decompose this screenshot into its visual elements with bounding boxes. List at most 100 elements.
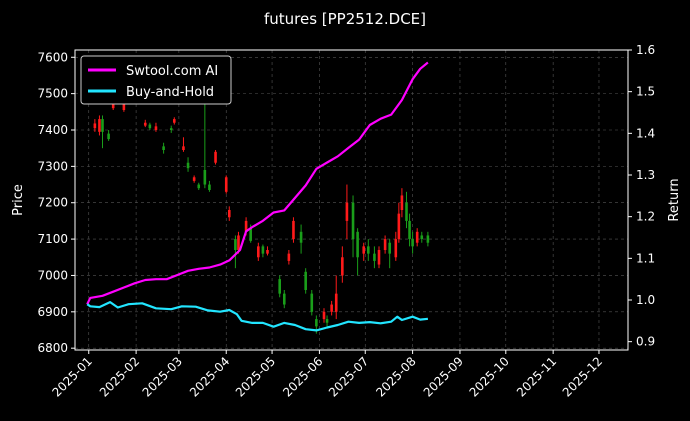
candle <box>408 213 411 247</box>
legend-label-bh: Buy-and-Hold <box>126 85 214 100</box>
y-right-tick-label: 1.6 <box>636 43 655 57</box>
candle-body <box>315 319 318 327</box>
y-right-tick-label: 1.5 <box>636 85 655 99</box>
candle-body <box>192 177 196 181</box>
y-tick-label: 7400 <box>37 123 68 137</box>
candle-body <box>304 271 307 290</box>
candle <box>197 182 201 190</box>
y-right-tick-label: 1.0 <box>636 293 655 307</box>
candle-body <box>405 202 408 221</box>
y-tick-label: 6900 <box>37 305 68 319</box>
candle-body <box>377 250 381 265</box>
candle-body <box>411 239 414 247</box>
series-lines <box>86 61 429 332</box>
candle-body <box>249 228 252 241</box>
candle <box>411 231 414 254</box>
candle <box>203 97 207 189</box>
candle-body <box>261 246 265 254</box>
candle <box>299 224 303 254</box>
candle <box>426 231 430 247</box>
candle <box>234 235 237 269</box>
candle-body <box>162 146 165 150</box>
candle <box>345 184 349 240</box>
candle-body <box>122 100 126 110</box>
candle <box>278 275 282 298</box>
candle <box>400 188 404 218</box>
candle-body <box>278 279 282 294</box>
y-right-tick-label: 1.3 <box>636 168 655 182</box>
candle-body <box>154 126 158 130</box>
candle <box>405 191 408 229</box>
candle <box>383 235 387 254</box>
candle <box>266 246 269 256</box>
legend: Swtool.com AI Buy-and-Hold <box>80 55 232 105</box>
candle <box>356 228 359 276</box>
candle-body <box>266 250 269 254</box>
candle-body <box>208 184 211 190</box>
candle <box>93 119 97 132</box>
candle-body <box>322 311 326 320</box>
candle-body <box>244 220 248 232</box>
candle-body <box>292 220 295 240</box>
candle-body <box>172 119 176 123</box>
candle-body <box>330 304 333 312</box>
candle <box>169 125 173 133</box>
chart-title: futures [PP2512.DCE] <box>264 10 426 28</box>
candle <box>334 275 338 320</box>
candle-body <box>234 239 237 250</box>
candle <box>214 150 217 165</box>
candle <box>330 300 333 316</box>
candle-body <box>237 235 240 250</box>
candle-body <box>224 177 228 192</box>
candle-body <box>186 162 190 169</box>
y-axis-label: Price <box>11 184 26 216</box>
candle-body <box>143 122 147 126</box>
candle-body <box>93 123 97 129</box>
y-right-tick-label: 1.2 <box>636 210 655 224</box>
series-line-bh <box>86 301 429 332</box>
candle <box>397 202 401 243</box>
y-tick-label: 7600 <box>37 50 68 64</box>
candle-body <box>397 213 401 240</box>
candle <box>143 119 147 128</box>
candle <box>107 130 110 141</box>
candle-body <box>257 246 260 258</box>
candle <box>304 268 307 294</box>
candle <box>182 137 185 152</box>
candle <box>98 115 101 136</box>
y-axis-right-label: Return <box>667 178 682 221</box>
candle <box>362 242 366 261</box>
candle-body <box>182 146 185 150</box>
candle-body <box>282 293 286 305</box>
legend-label-ai: Swtool.com AI <box>126 64 218 79</box>
candle-body <box>101 119 104 132</box>
candle-body <box>203 170 207 185</box>
candle <box>377 246 381 269</box>
legend-box <box>80 55 232 105</box>
candle <box>341 246 344 283</box>
candle-body <box>341 257 344 276</box>
candlesticks <box>93 97 430 334</box>
candle <box>292 217 295 243</box>
candle <box>287 250 291 265</box>
candle-body <box>299 231 303 243</box>
candle <box>373 246 376 269</box>
candle-body <box>373 253 376 261</box>
y-tick-label: 7200 <box>37 196 68 210</box>
candle <box>388 239 391 269</box>
candle <box>186 157 190 172</box>
candle-body <box>356 231 359 258</box>
candle <box>394 231 398 261</box>
y-tick-label: 7000 <box>37 268 68 282</box>
candle-body <box>388 242 391 254</box>
candle <box>351 195 355 258</box>
y-right-tick-label: 1.1 <box>636 251 655 265</box>
candle <box>101 115 104 149</box>
candle <box>224 175 228 194</box>
candle <box>154 122 158 132</box>
candle-body <box>362 246 366 254</box>
candle <box>310 290 314 316</box>
candle <box>148 122 152 130</box>
candle <box>257 242 260 261</box>
candle <box>420 231 424 243</box>
